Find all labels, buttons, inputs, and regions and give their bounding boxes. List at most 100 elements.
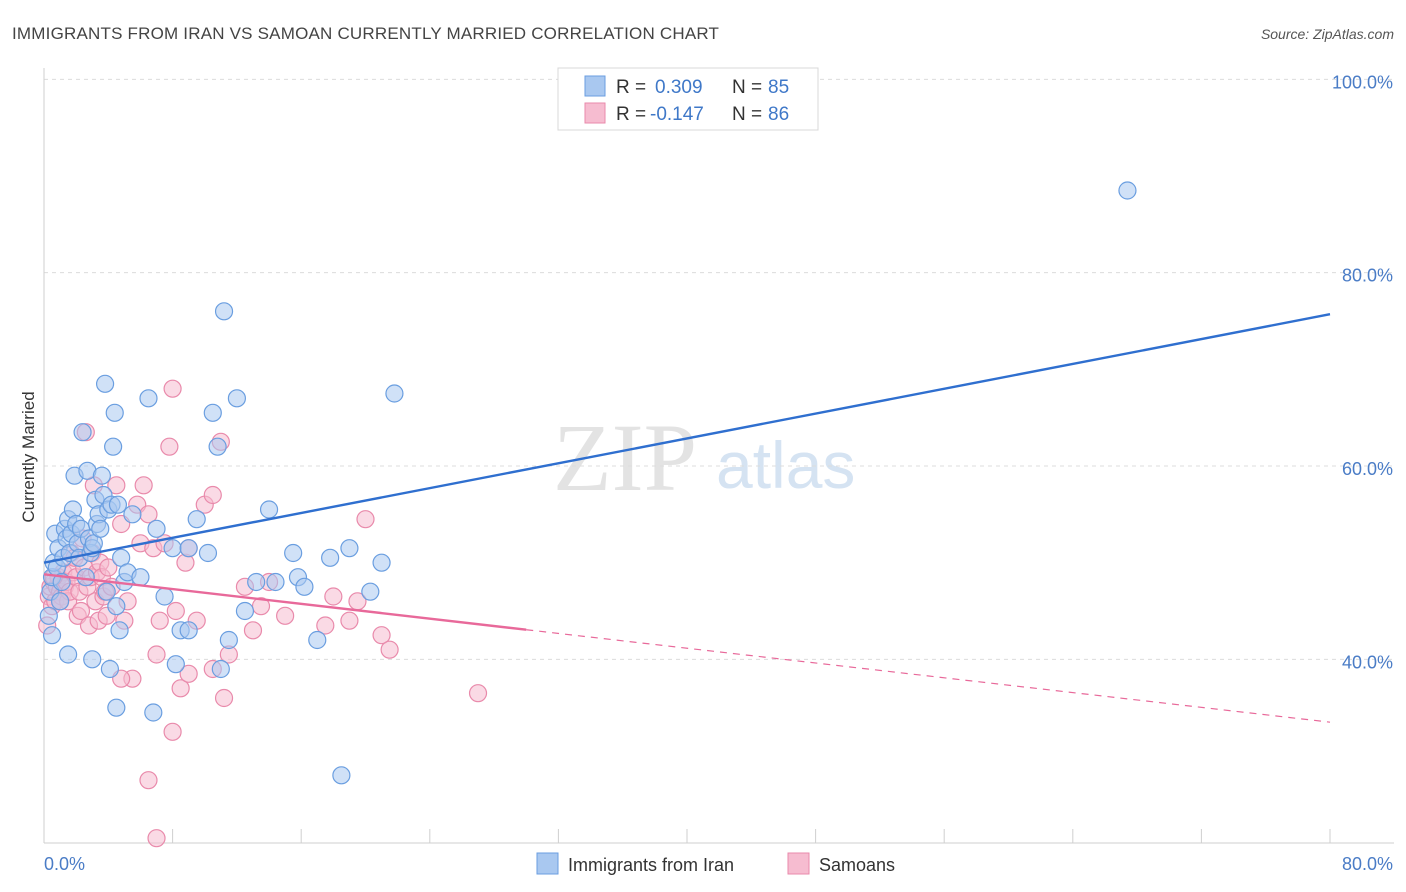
point-iran <box>340 539 359 558</box>
point-iran <box>361 582 380 601</box>
point-samoans <box>316 616 335 635</box>
point-samoans <box>372 626 391 645</box>
bottom-legend-swatch-samoans <box>787 852 810 875</box>
point-iran <box>100 659 120 679</box>
point-iran <box>208 437 227 456</box>
point-iran <box>227 389 246 408</box>
x-tick-label: 80.0% <box>1342 854 1393 874</box>
point-iran <box>39 606 58 625</box>
point-iran <box>107 597 126 616</box>
point-iran <box>321 548 340 567</box>
legend-n-value-samoans: 86 <box>768 104 789 125</box>
legend-r-label-iran: R = <box>616 77 646 98</box>
point-iran <box>308 630 327 650</box>
y-tick-labels: 40.0% 60.0% 80.0% 100.0% <box>1332 72 1393 672</box>
point-iran <box>179 539 198 558</box>
x-tick-label: 0.0% <box>44 854 85 874</box>
trend-line-samoans <box>43 573 527 631</box>
chart-source: Source: ZipAtlas.com <box>1261 26 1394 42</box>
point-iran <box>203 403 222 422</box>
point-iran <box>155 587 174 606</box>
point-samoans <box>139 771 158 790</box>
point-samoans <box>166 601 185 621</box>
legend-r-value-samoans: -0.147 <box>650 104 704 125</box>
point-samoans <box>150 611 169 630</box>
point-samoans <box>214 688 234 708</box>
point-iran <box>59 645 78 664</box>
point-samoans <box>160 437 179 456</box>
bottom-legend-label-iran: Immigrants from Iran <box>568 855 734 875</box>
point-iran <box>284 543 303 563</box>
point-iran <box>166 655 185 674</box>
point-iran <box>247 572 266 592</box>
point-samoans <box>134 476 153 495</box>
bottom-legend-label-samoans: Samoans <box>819 855 895 875</box>
point-iran <box>211 659 230 679</box>
trend-line-samoans-extension <box>526 629 1331 723</box>
legend-swatch-samoans <box>584 102 606 124</box>
axes <box>43 68 1394 844</box>
point-samoans <box>71 601 91 621</box>
point-iran <box>214 302 234 321</box>
bottom-legend-swatch-iran <box>536 852 559 875</box>
legend-n-value-iran: 85 <box>768 77 789 98</box>
point-samoans <box>468 684 488 703</box>
watermark-atlas: atlas <box>716 428 855 502</box>
point-iran <box>131 568 150 587</box>
point-iran <box>385 384 404 403</box>
point-iran <box>83 650 102 669</box>
point-iran <box>144 703 163 722</box>
x-tick-labels: 0.0% 80.0% <box>44 854 1393 874</box>
point-samoans <box>356 510 375 529</box>
point-iran <box>332 766 351 785</box>
point-iran <box>1118 181 1137 200</box>
point-iran <box>266 572 285 592</box>
legend-r-value-iran: 0.309 <box>655 77 703 98</box>
point-samoans <box>107 476 126 495</box>
point-iran <box>73 423 92 442</box>
y-tick-label: 40.0% <box>1342 652 1393 672</box>
point-samoans <box>99 558 118 577</box>
point-iran <box>110 621 129 640</box>
point-iran <box>295 577 314 596</box>
point-iran <box>187 510 206 529</box>
watermark: ZIP atlas <box>553 404 855 511</box>
point-iran <box>42 626 62 645</box>
point-iran <box>107 698 126 717</box>
point-iran <box>97 582 116 601</box>
point-iran <box>179 621 198 640</box>
point-iran <box>219 630 238 650</box>
legend-n-label-samoans: N = <box>732 104 762 125</box>
y-tick-label: 80.0% <box>1342 266 1393 286</box>
point-iran <box>235 601 255 621</box>
point-iran <box>259 500 279 519</box>
y-axis-label: Currently Married <box>19 391 38 522</box>
point-iran <box>104 437 123 456</box>
point-samoans <box>171 679 190 698</box>
trend-line-iran <box>43 313 1331 564</box>
chart-title: IMMIGRANTS FROM IRAN VS SAMOAN CURRENTLY… <box>12 24 719 43</box>
legend-n-label-iran: N = <box>732 77 762 98</box>
point-samoans <box>324 587 343 606</box>
legend-r-label-samoans: R = <box>616 104 646 125</box>
point-samoans <box>147 645 166 664</box>
point-iran <box>105 403 124 422</box>
point-samoans <box>179 664 198 683</box>
y-tick-label: 60.0% <box>1342 459 1393 479</box>
point-samoans <box>243 621 263 640</box>
correlation-legend: R = 0.309 N = 85 R = -0.147 N = 86 <box>557 67 819 131</box>
point-samoans <box>276 606 295 625</box>
point-samoans <box>203 485 222 505</box>
trend-lines <box>43 313 1331 723</box>
point-iran <box>91 519 110 538</box>
point-iran <box>123 505 142 524</box>
point-iran <box>108 495 128 514</box>
gridlines <box>44 78 1394 660</box>
point-samoans <box>147 829 166 848</box>
point-samoans <box>163 379 182 398</box>
point-samoans <box>340 611 359 630</box>
point-iran <box>147 519 166 538</box>
y-tick-label: 100.0% <box>1332 72 1393 92</box>
point-iran <box>372 553 391 572</box>
point-samoans <box>380 640 399 659</box>
